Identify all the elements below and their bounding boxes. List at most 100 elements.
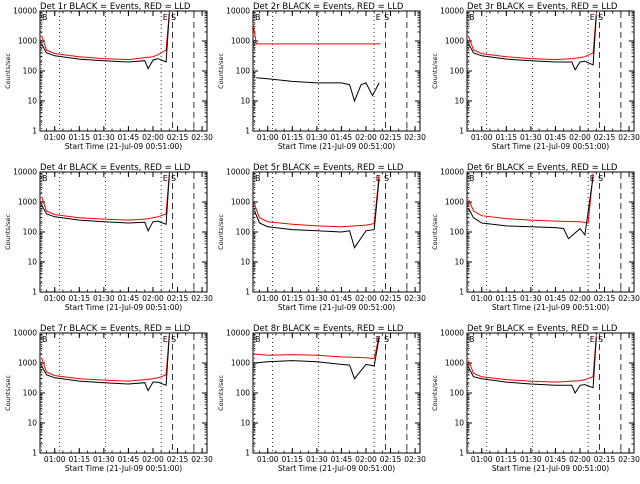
x-tick-label: 01:45 (545, 455, 567, 464)
y-tick-label: 10000 (13, 168, 37, 177)
x-tick-label: 02:15 (167, 455, 189, 464)
marker-e: E (590, 13, 595, 22)
events-series-line (254, 337, 380, 380)
events-series-line (256, 77, 380, 103)
y-tick-label: 100 (450, 67, 465, 76)
y-tick-label: 100 (23, 228, 38, 237)
x-axis-title: Start Time (21-Jul-09 00:51:00) (65, 142, 182, 151)
x-axis-title: Start Time (21-Jul-09 00:51:00) (278, 464, 395, 473)
marker-b: B (255, 174, 261, 183)
y-tick-label: 100 (236, 389, 251, 398)
x-tick-label: 02:15 (380, 294, 402, 303)
x-tick-label: 01:00 (257, 455, 279, 464)
marker-b: B (469, 174, 475, 183)
x-tick-label: 01:30 (520, 455, 542, 464)
detector-panel: Det 9r BLACK = Events, RED = LLD 1 10 100 10… (431, 324, 640, 473)
x-tick-label: 02:00 (142, 455, 164, 464)
y-tick-label: 10 (27, 419, 37, 428)
x-axis-title: Start Time (21-Jul-09 00:51:00) (65, 303, 182, 312)
detector-panel: Det 1r BLACK = Events, RED = LLD 1 10 100 10… (4, 2, 213, 151)
x-axis-title: Start Time (21-Jul-09 00:51:00) (492, 303, 609, 312)
y-tick-label: 1000 (445, 359, 464, 368)
y-axis-title: Counts/sec (431, 375, 439, 411)
plot-frame (39, 171, 208, 293)
x-tick-label: 02:30 (404, 294, 426, 303)
y-axis-title: Counts/sec (431, 53, 439, 89)
x-tick-label: 02:15 (380, 455, 402, 464)
x-tick-label: 02:30 (618, 455, 640, 464)
y-tick-label: 100 (450, 228, 465, 237)
lld-series-line (254, 335, 380, 360)
x-tick-label: 01:15 (281, 133, 303, 142)
x-tick-label: 01:45 (331, 455, 353, 464)
y-axis-title: Counts/sec (217, 53, 225, 89)
y-tick-label: 10000 (440, 168, 464, 177)
plot-frame (466, 10, 635, 132)
lld-series-line (468, 335, 597, 383)
y-tick-label: 10 (27, 97, 37, 106)
y-tick-label: 10 (454, 258, 464, 267)
plot-frame (39, 332, 208, 454)
y-tick-label: 10 (454, 419, 464, 428)
y-tick-label: 100 (23, 67, 38, 76)
y-tick-label: 1000 (445, 198, 464, 207)
x-tick-label: 01:15 (495, 294, 517, 303)
x-tick-label: 02:00 (569, 294, 591, 303)
y-tick-label: 1000 (18, 37, 37, 46)
lld-series-line (252, 22, 381, 45)
lld-series-line (41, 334, 170, 382)
y-tick-label: 1000 (231, 198, 250, 207)
x-tick-label: 01:15 (495, 455, 517, 464)
plot-frame (466, 332, 635, 454)
marker-s: S (598, 13, 603, 22)
x-axis-title: Start Time (21-Jul-09 00:51:00) (278, 142, 395, 151)
y-tick-label: 100 (23, 389, 38, 398)
events-series-line (254, 178, 380, 249)
x-tick-label: 01:45 (331, 294, 353, 303)
x-tick-label: 02:15 (167, 133, 189, 142)
marker-b: B (42, 335, 48, 344)
y-tick-label: 1 (245, 127, 250, 136)
marker-b: B (255, 13, 261, 22)
x-tick-label: 02:00 (142, 294, 164, 303)
panel-title: Det 3r BLACK = Events, RED = LLD (467, 2, 618, 12)
x-tick-label: 01:00 (44, 133, 66, 142)
marker-e: E (163, 13, 168, 22)
y-tick-label: 1000 (18, 198, 37, 207)
plot-frame (466, 171, 635, 293)
x-tick-label: 01:30 (520, 133, 542, 142)
events-series-line (468, 15, 597, 71)
marker-e: E (163, 335, 168, 344)
panel-title: Det 8r BLACK = Events, RED = LLD (253, 324, 404, 334)
y-tick-label: 10000 (13, 7, 37, 16)
marker-s: S (171, 335, 176, 344)
x-tick-label: 02:30 (618, 133, 640, 142)
y-axis-title: Counts/sec (4, 375, 12, 411)
x-tick-label: 01:30 (93, 294, 115, 303)
lld-series-line (468, 13, 597, 61)
y-tick-label: 1 (32, 288, 37, 297)
detector-panel: Det 5r BLACK = Events, RED = LLD 1 10 100 10… (217, 163, 426, 312)
x-tick-label: 02:15 (380, 133, 402, 142)
x-axis-title: Start Time (21-Jul-09 00:51:00) (65, 464, 182, 473)
y-tick-label: 1 (245, 288, 250, 297)
marker-s: S (598, 335, 603, 344)
marker-s: S (171, 13, 176, 22)
marker-b: B (42, 13, 48, 22)
x-tick-label: 01:00 (257, 133, 279, 142)
x-tick-label: 01:45 (118, 294, 140, 303)
x-tick-label: 01:00 (44, 455, 66, 464)
x-tick-label: 02:00 (569, 133, 591, 142)
lld-series-line (254, 174, 380, 228)
x-tick-label: 01:15 (495, 133, 517, 142)
marker-s: S (598, 174, 603, 183)
y-tick-label: 1000 (18, 359, 37, 368)
y-tick-label: 10000 (226, 168, 250, 177)
x-tick-label: 01:00 (471, 455, 493, 464)
x-tick-label: 01:15 (281, 294, 303, 303)
x-tick-label: 01:30 (520, 294, 542, 303)
y-tick-label: 1 (459, 449, 464, 458)
x-tick-label: 01:00 (471, 133, 493, 142)
